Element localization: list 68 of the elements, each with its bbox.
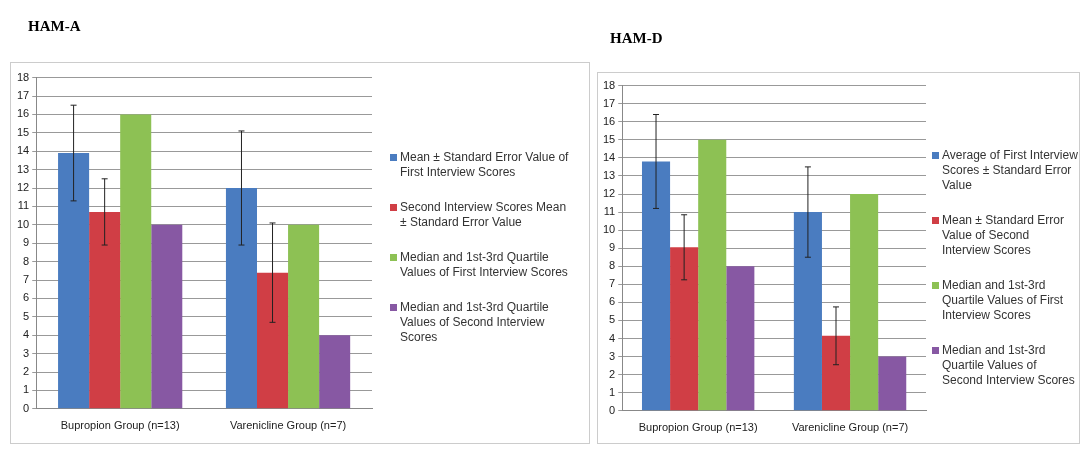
bar: [726, 266, 755, 411]
bar: [641, 161, 671, 411]
legend-label: Average of First Interview Scores ± Standard Error Value: [942, 148, 1079, 193]
y-tick-label: 7: [609, 277, 616, 290]
bar: [878, 356, 907, 411]
legend-label: Median and 1st-3rd Quartile Values of Second Interview Scores: [400, 300, 550, 345]
bar: [319, 335, 351, 409]
y-tick-label: 11: [603, 205, 616, 218]
y-tick-label: 12: [16, 181, 30, 194]
y-tick-label: 10: [602, 223, 616, 236]
y-tick-label: 4: [23, 328, 30, 341]
y-tick-label: 18: [602, 78, 616, 91]
bar: [670, 247, 699, 411]
y-tick-label: 13: [602, 168, 616, 181]
y-tick-label: 2: [23, 365, 30, 378]
y-tick-label: 9: [609, 241, 616, 254]
y-tick-label: 8: [23, 254, 30, 267]
chart-title: HAM-A: [28, 18, 81, 35]
y-tick-label: 0: [23, 401, 30, 414]
y-tick-label: 6: [609, 295, 616, 308]
bar: [89, 211, 121, 409]
y-tick-label: 17: [602, 96, 616, 109]
y-tick-label: 16: [602, 114, 616, 127]
bar: [225, 188, 257, 409]
bar: [151, 224, 183, 409]
y-tick-label: 1: [23, 383, 30, 396]
legend-label: Mean ± Standard Error Value of Second Interview Scores: [942, 213, 1065, 258]
y-tick-label: 4: [609, 331, 616, 344]
y-tick-label: 11: [17, 199, 30, 212]
y-tick-label: 5: [23, 309, 30, 322]
legend-label: Mean ± Standard Error Value of First Interview Scores: [400, 150, 570, 180]
y-tick-label: 13: [16, 162, 30, 175]
bar: [850, 194, 879, 411]
y-tick-label: 5: [609, 313, 616, 326]
legend-label: Second Interview Scores Mean ± Standard Error Value: [400, 200, 568, 230]
chart-title: HAM-D: [610, 30, 663, 47]
legend-label: Median and 1st-3rd Quartile Values of First Interview Scores: [942, 278, 1065, 323]
y-tick-label: 7: [23, 273, 30, 286]
bar: [120, 114, 152, 409]
x-tick-label: Bupropion Group (n=13): [60, 419, 180, 432]
bar: [793, 212, 822, 411]
y-tick-label: 1: [609, 385, 616, 398]
y-tick-label: 14: [16, 144, 30, 157]
y-tick-label: 9: [23, 236, 30, 249]
y-tick-label: 16: [16, 107, 30, 120]
bar: [288, 224, 320, 409]
y-tick-label: 3: [609, 349, 616, 362]
y-tick-label: 3: [23, 346, 30, 359]
y-tick-label: 12: [602, 187, 616, 200]
x-tick-label: Varenicline Group (n=7): [791, 421, 909, 434]
y-tick-label: 0: [609, 403, 616, 416]
y-tick-label: 8: [609, 259, 616, 272]
y-tick-label: 15: [16, 125, 30, 138]
bar: [58, 153, 90, 409]
y-tick-label: 2: [609, 367, 616, 380]
legend-label: Median and 1st-3rd Quartile Values of First Interview Scores: [400, 250, 569, 280]
y-tick-label: 10: [16, 217, 30, 230]
x-tick-label: Varenicline Group (n=7): [229, 419, 347, 432]
y-tick-label: 17: [16, 89, 30, 102]
y-tick-label: 6: [23, 291, 30, 304]
y-tick-label: 18: [16, 70, 30, 83]
x-tick-label: Bupropion Group (n=13): [638, 421, 758, 434]
bar: [821, 335, 851, 411]
y-tick-label: 14: [602, 150, 616, 163]
bar: [698, 139, 727, 411]
y-tick-label: 15: [602, 132, 616, 145]
bar: [257, 272, 289, 409]
legend-label: Median and 1st-3rd Quartile Values of Second Interview Scores: [942, 343, 1076, 388]
